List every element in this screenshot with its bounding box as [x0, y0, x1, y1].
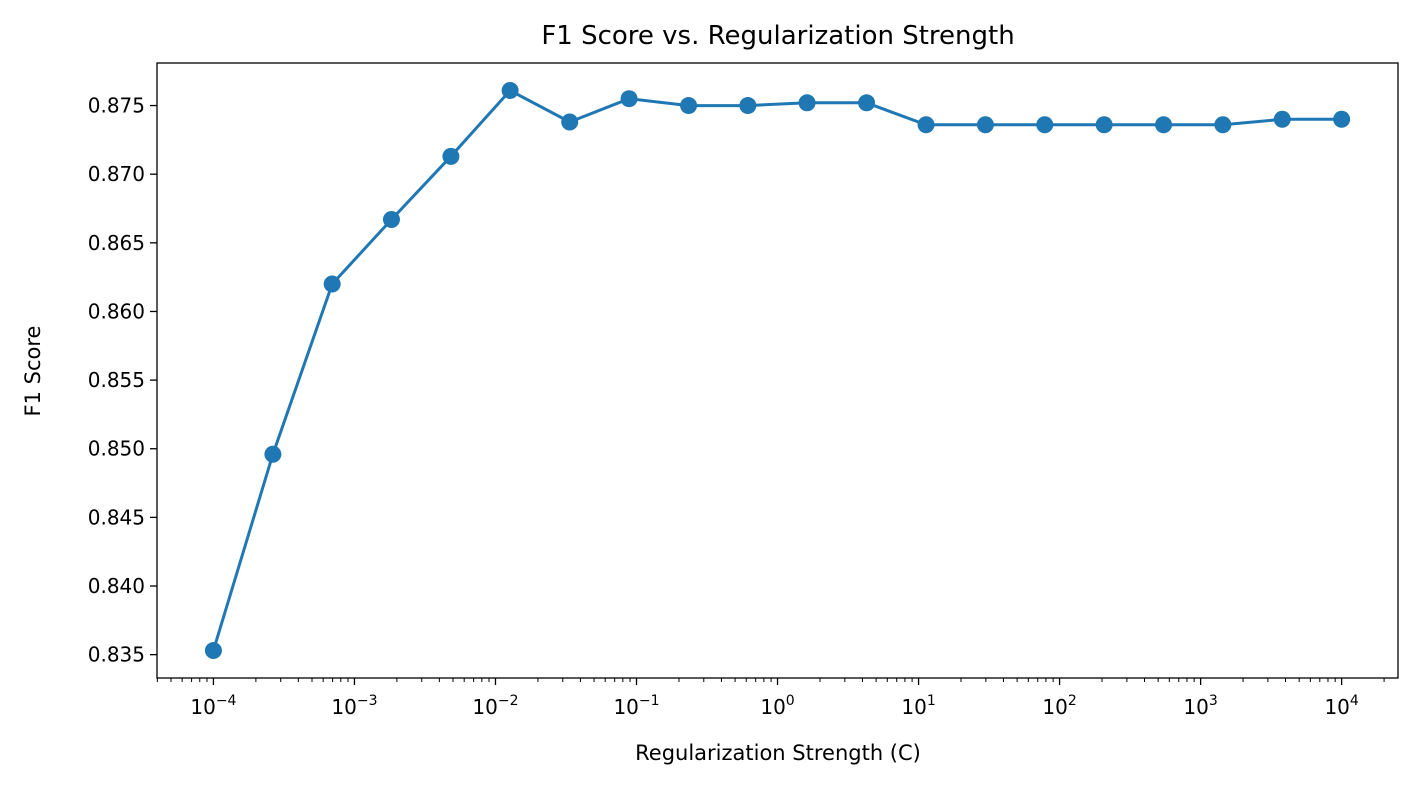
data-point — [858, 94, 876, 112]
data-point — [620, 90, 638, 108]
y-tick-label: 0.855 — [88, 368, 145, 392]
data-point — [976, 116, 994, 134]
y-axis-label: F1 Score — [21, 326, 45, 417]
x-tick-label: 103 — [1183, 693, 1217, 719]
x-tick-label: 104 — [1324, 693, 1358, 719]
data-point — [739, 97, 757, 115]
x-tick-label: 101 — [901, 693, 935, 719]
y-tick-label: 0.835 — [88, 643, 145, 667]
x-axis: 10−4 10−3 10−2 10−1 100 101 102 103 104 — [156, 678, 1385, 719]
data-point — [264, 445, 282, 463]
data-point — [1036, 116, 1054, 134]
data-point — [561, 113, 579, 131]
y-tick-label: 0.865 — [88, 231, 145, 255]
data-point — [204, 642, 222, 660]
data-point — [323, 275, 341, 293]
data-point — [1273, 110, 1291, 128]
data-point — [382, 210, 400, 228]
x-tick-label: 10−2 — [472, 693, 518, 719]
x-tick-label: 100 — [760, 693, 794, 719]
data-point — [442, 147, 460, 165]
y-tick-label: 0.875 — [88, 94, 145, 118]
x-tick-label: 102 — [1042, 693, 1076, 719]
y-tick-label: 0.860 — [88, 299, 145, 323]
data-point — [798, 94, 816, 112]
x-axis-label: Regularization Strength (C) — [635, 741, 921, 765]
x-tick-label: 10−3 — [331, 693, 377, 719]
series-markers — [204, 81, 1351, 660]
data-point — [680, 97, 698, 115]
y-tick-label: 0.850 — [88, 437, 145, 461]
data-point — [1095, 116, 1113, 134]
y-tick-label: 0.870 — [88, 162, 145, 186]
y-tick-label: 0.845 — [88, 505, 145, 529]
y-tick-label: 0.840 — [88, 574, 145, 598]
series-line — [211, 88, 1342, 651]
data-point — [1333, 110, 1351, 128]
data-point — [501, 81, 519, 99]
x-tick-label: 10−1 — [613, 693, 659, 719]
data-point — [917, 116, 935, 134]
y-axis: 0.835 0.840 0.845 0.850 0.855 0.860 0.865 0.870… — [88, 94, 157, 667]
x-tick-label: 10−4 — [190, 693, 236, 719]
data-point — [1214, 116, 1232, 134]
chart-title: F1 Score vs. Regularization Strength — [541, 21, 1014, 51]
data-point — [1155, 116, 1173, 134]
